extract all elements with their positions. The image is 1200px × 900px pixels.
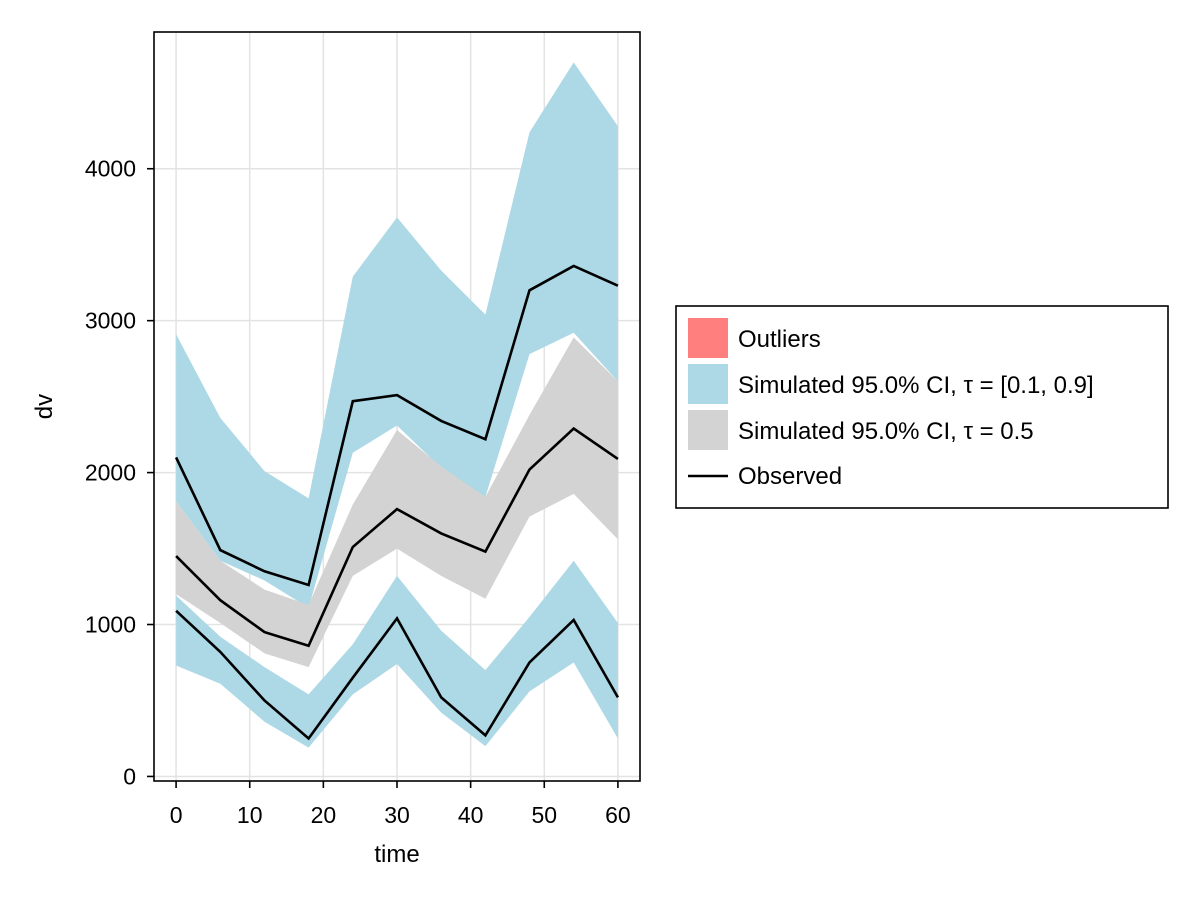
x-tick-label: 0	[170, 802, 183, 828]
y-tick-label: 4000	[85, 156, 136, 182]
observed-line-q0.5	[175, 426, 619, 648]
observed-lines	[174, 264, 620, 741]
legend-frame	[675, 305, 1169, 509]
x-tick-label: 60	[605, 802, 631, 828]
legend-label: Observed	[738, 463, 842, 490]
x-tick-label: 40	[458, 802, 484, 828]
legend-swatch	[688, 364, 728, 404]
observed-line-q0.1	[175, 609, 620, 741]
legend: Outliers Simulated 95.0% CI, τ = [0.1, 0.…	[675, 305, 1169, 509]
x-tick-label: 10	[237, 802, 263, 828]
x-tick-label: 50	[531, 802, 557, 828]
y-tick-label: 3000	[85, 308, 136, 334]
x-axis-title: time	[374, 841, 419, 868]
observed-line-q0.9	[174, 264, 619, 587]
y-axis-title: dv	[31, 394, 58, 419]
x-tick-label: 20	[311, 802, 337, 828]
legend-label: Outliers	[738, 326, 821, 353]
legend-label: Simulated 95.0% CI, τ = 0.5	[738, 418, 1034, 445]
ci-band-median-ci	[176, 337, 618, 668]
legend-swatch	[688, 410, 728, 450]
ci-band-upper-quantile-ci	[176, 62, 618, 608]
legend-swatch	[688, 318, 728, 358]
y-tick-label: 1000	[85, 612, 136, 638]
legend-label: Simulated 95.0% CI, τ = [0.1, 0.9]	[738, 372, 1094, 399]
y-tick-label: 0	[123, 763, 136, 789]
y-tick-label: 2000	[85, 460, 136, 486]
x-tick-label: 30	[384, 802, 410, 828]
axis-ticks: 0 10 20 30 40 50 60 0 1000 2000 3000 4000	[85, 156, 631, 828]
